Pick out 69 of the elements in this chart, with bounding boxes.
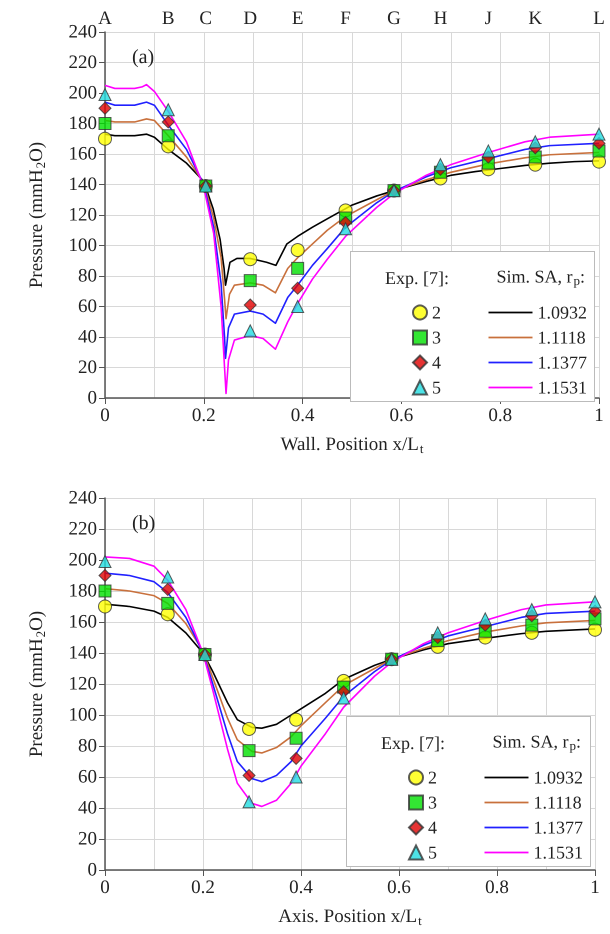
x-tick-label: 0.6 [390, 405, 414, 426]
y-tick-label: 200 [68, 82, 97, 104]
y-tick-label: 60 [78, 296, 97, 317]
y-tick-label: 40 [78, 798, 97, 818]
x-tick-label: 0.6 [387, 877, 411, 898]
legend-label: 1.0932 [534, 768, 583, 788]
legend-label: 5 [428, 842, 437, 862]
text: K [528, 8, 542, 29]
text: B [162, 8, 175, 29]
legend-label: 1.1118 [534, 792, 582, 812]
y-tick-label: 240 [68, 488, 97, 508]
text: H [434, 8, 448, 29]
legend-label: 3 [428, 792, 437, 812]
legend-label: 1.1377 [538, 352, 587, 372]
legend-label: 3 [432, 328, 441, 348]
x-tick-label: 1 [594, 405, 604, 426]
text: J [484, 8, 492, 29]
y-tick-label: 100 [68, 235, 97, 256]
y-tick-label: 140 [68, 174, 97, 195]
x-tick-label: 0.8 [488, 405, 512, 426]
y-tick-label: 220 [68, 52, 97, 73]
y-tick-label: 140 [68, 642, 97, 664]
y-tick-label: 0 [88, 860, 97, 880]
y-tick-label: 20 [78, 357, 97, 378]
x-tick-label: 1 [590, 877, 600, 898]
legend-label: 4 [432, 352, 441, 372]
x-tick-label: 0.4 [289, 877, 314, 898]
text: C [199, 8, 212, 29]
text: E [292, 8, 304, 29]
y-tick-label: 180 [68, 113, 97, 134]
y-tick-label: 160 [68, 144, 97, 164]
y-tick-label: 180 [68, 580, 97, 602]
text: (b) [132, 512, 156, 534]
legend-label: 1.0932 [538, 302, 587, 322]
text: G [387, 8, 402, 29]
x-tick-label: 0.8 [485, 877, 509, 898]
legend-label: 1.1531 [534, 842, 583, 862]
x-tick-label: 0.4 [290, 405, 315, 426]
legend-label: 5 [432, 378, 441, 398]
y-tick-label: 60 [78, 766, 97, 788]
y-tick-label: 160 [68, 612, 97, 632]
legend-title: Exp. [7]: [385, 268, 449, 288]
legend-label: 2 [428, 768, 437, 788]
x-tick-label: 0.2 [192, 405, 216, 426]
y-axis-title: Pressure (mmH2O) [26, 610, 48, 758]
y-tick-label: 200 [68, 550, 97, 570]
text: L [593, 8, 605, 29]
y-tick-label: 0 [88, 388, 97, 408]
y-tick-label: 120 [68, 204, 97, 226]
y-tick-label: 100 [68, 704, 97, 726]
y-tick-label: 240 [68, 22, 97, 42]
y-tick-label: 20 [78, 828, 97, 850]
legend-label: 1.1531 [538, 378, 587, 398]
text: F [340, 8, 351, 29]
legend-label: 1.1377 [534, 818, 583, 838]
legend-title: Exp. [7]: [381, 733, 445, 753]
text: (a) [132, 46, 154, 68]
y-axis-title: Pressure (mmH2O) [26, 142, 48, 288]
legend-label: 2 [432, 302, 441, 322]
text: A [98, 8, 112, 29]
y-tick-label: 80 [78, 736, 97, 756]
y-tick-label: 40 [78, 326, 97, 348]
y-tick-label: 80 [78, 266, 97, 286]
legend-label: 4 [428, 818, 437, 838]
x-tick-label: 0.2 [191, 877, 215, 898]
legend-label: 1.1118 [538, 328, 586, 348]
text: D [243, 8, 258, 29]
y-tick-label: 220 [68, 518, 97, 540]
y-tick-label: 120 [68, 674, 97, 694]
